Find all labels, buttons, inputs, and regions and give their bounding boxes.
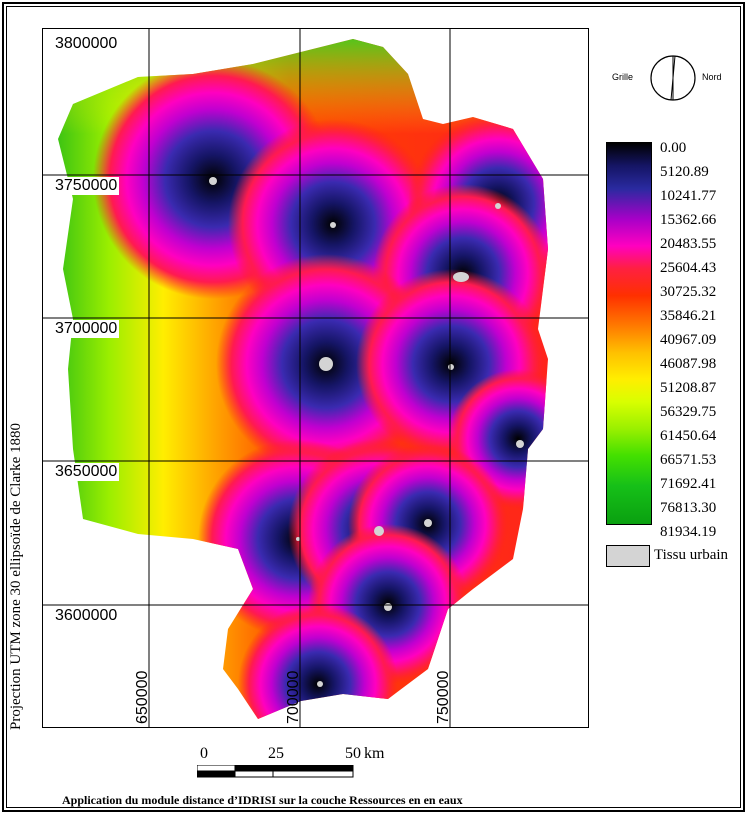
legend-value: 5120.89 <box>660 164 709 180</box>
scale-label: 25 <box>268 745 284 762</box>
urban-label: Tissu urbain <box>654 547 729 563</box>
y-tick-label: 3700000 <box>53 320 120 338</box>
inner-frame <box>6 6 741 808</box>
map-caption: Application du module distance d’IDRISI … <box>62 793 463 807</box>
legend-value: 51208.87 <box>660 380 717 396</box>
scale-unit: km <box>364 745 385 762</box>
legend-value: 76813.30 <box>660 500 717 516</box>
coordinate-grid <box>43 29 588 727</box>
legend-value: 30725.32 <box>660 284 717 300</box>
legend-value: 81934.19 <box>660 524 717 540</box>
map-panel: 3800000 3750000 3700000 3650000 3600000 … <box>42 28 589 728</box>
scale-bar <box>196 764 367 784</box>
legend-value: 0.00 <box>660 140 687 156</box>
y-tick-label: 3650000 <box>53 463 120 481</box>
y-tick-label: 3800000 <box>53 35 120 53</box>
legend-value: 61450.64 <box>660 428 717 444</box>
legend-color-ramp <box>606 142 652 525</box>
legend-value: 71692.41 <box>660 476 717 492</box>
scale-bar-graphic <box>196 764 354 778</box>
north-arrow: Grille Nord <box>612 48 742 108</box>
legend-value: 10241.77 <box>660 188 717 204</box>
compass-icon <box>650 55 696 101</box>
distance-map <box>43 29 588 727</box>
legend-value: 66571.53 <box>660 452 717 468</box>
x-tick-label: 650000 <box>134 670 151 724</box>
y-tick-label: 3600000 <box>53 607 120 625</box>
scale-label: 50 <box>345 745 361 762</box>
legend-value: 40967.09 <box>660 332 717 348</box>
legend-value: 35846.21 <box>660 308 717 324</box>
north-label: Nord <box>702 72 722 82</box>
legend-value: 46087.98 <box>660 356 717 372</box>
y-tick-label: 3750000 <box>53 177 120 195</box>
scale-label: 0 <box>200 745 208 762</box>
x-tick-label: 700000 <box>285 670 302 724</box>
urban-swatch <box>606 545 650 567</box>
grid-label: Grille <box>612 72 634 82</box>
projection-label: Projection UTM zone 30 ellipsoïde de Cla… <box>8 422 24 730</box>
x-tick-label: 750000 <box>435 670 452 724</box>
legend-value: 20483.55 <box>660 236 717 252</box>
legend-value: 25604.43 <box>660 260 717 276</box>
legend-value: 56329.75 <box>660 404 717 420</box>
legend-value: 15362.66 <box>660 212 717 228</box>
